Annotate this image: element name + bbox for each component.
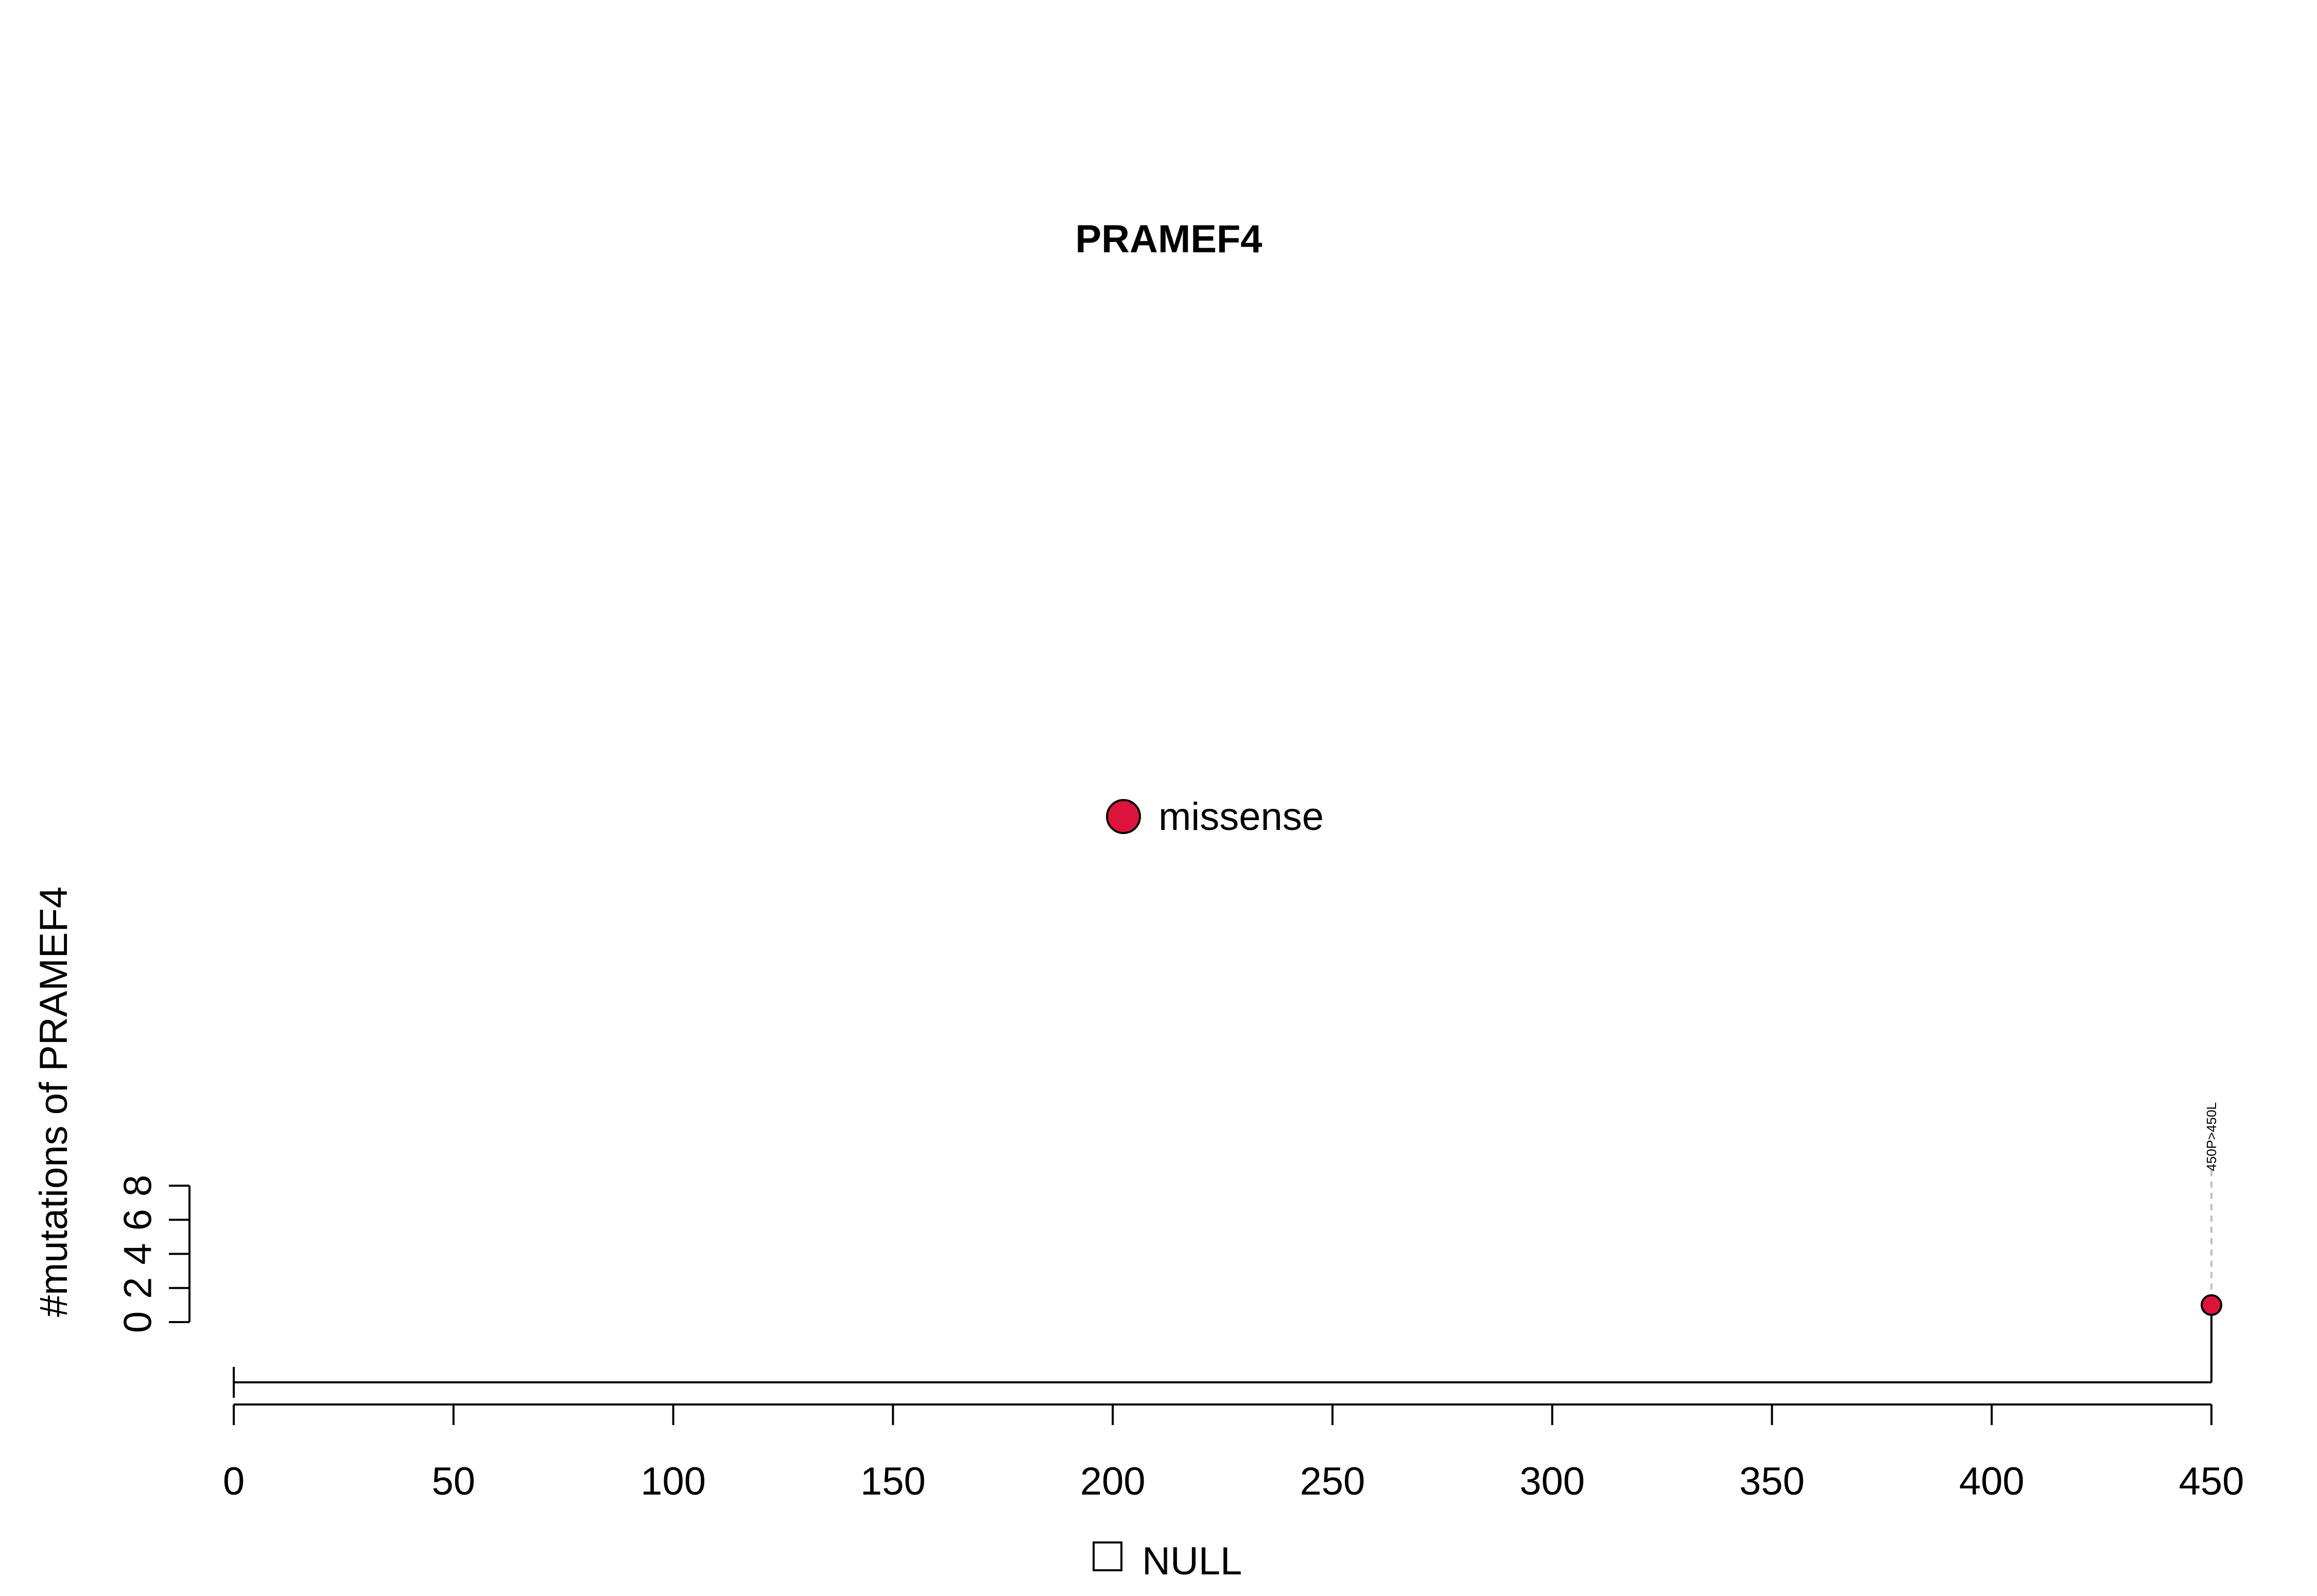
legend-marker-missense — [1106, 799, 1141, 834]
x-tick-label: 450 — [2179, 1460, 2244, 1503]
domain-legend-swatch — [1093, 1541, 1122, 1571]
chart-title: PRAMEF4 — [1075, 217, 1262, 261]
x-tick-label: 250 — [1300, 1460, 1365, 1503]
y-tick-label: 0 — [116, 1311, 160, 1333]
x-tick-label: 350 — [1739, 1460, 1805, 1503]
lollipop-head — [2201, 1294, 2222, 1316]
x-axis: 0 50 100 150 200 250 300 350 400 450 — [223, 1403, 2244, 1503]
y-tick-label: 8 — [116, 1175, 160, 1196]
x-tick-label: 150 — [860, 1460, 926, 1503]
y-axis: 0 2 4 6 8 — [116, 1175, 191, 1333]
y-tick-label: 6 — [116, 1209, 160, 1230]
x-tick-label: 200 — [1080, 1460, 1146, 1503]
mutation-label: 450P>450L — [2204, 1102, 2219, 1171]
x-tick-label: 50 — [432, 1460, 476, 1503]
y-tick-label: 4 — [116, 1243, 160, 1264]
y-tick-label: 2 — [116, 1277, 160, 1299]
x-tick-label: 400 — [1959, 1460, 2025, 1503]
legend: missense — [1106, 795, 1324, 839]
protein-backbone — [233, 1367, 2211, 1398]
x-tick-label: 300 — [1519, 1460, 1585, 1503]
domain-legend-label: NULL — [1142, 1539, 1242, 1583]
y-axis-label: #mutations of PRAMEF4 — [32, 887, 76, 1317]
x-tick-label: 0 — [223, 1460, 245, 1503]
legend-label-missense: missense — [1158, 795, 1324, 839]
lollipop-marks: 450P>450L — [2201, 1102, 2222, 1382]
domain-legend: NULL — [1093, 1539, 1242, 1583]
x-tick-label: 100 — [641, 1460, 706, 1503]
